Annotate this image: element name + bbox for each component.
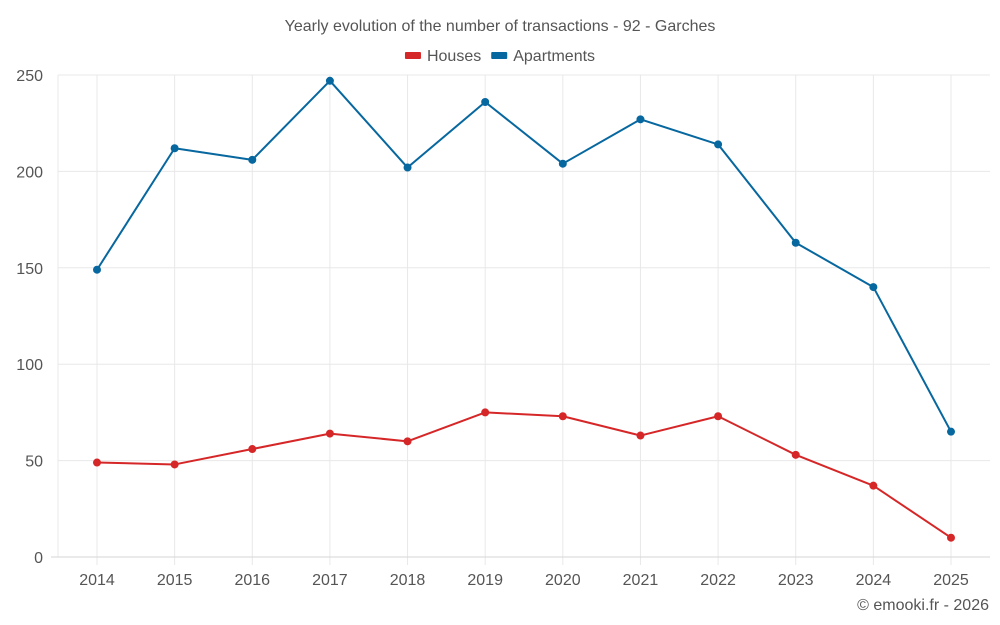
legend: Houses Apartments xyxy=(404,48,595,65)
y-tick-label: 150 xyxy=(16,261,43,278)
series-houses xyxy=(93,408,955,542)
y-tick-label: 0 xyxy=(34,550,43,567)
x-tick-label: 2014 xyxy=(79,572,115,589)
data-point-houses-2017[interactable] xyxy=(325,429,334,438)
data-point-apartments-2020[interactable] xyxy=(558,159,567,168)
y-tick-label: 100 xyxy=(16,357,43,374)
y-tick-label: 50 xyxy=(25,454,43,471)
data-point-apartments-2018[interactable] xyxy=(403,163,412,172)
legend-label: Apartments xyxy=(513,48,595,65)
legend-item-apartments[interactable]: Apartments xyxy=(491,48,595,65)
data-point-apartments-2023[interactable] xyxy=(791,238,800,247)
y-tick-label: 200 xyxy=(16,164,43,181)
legend-swatch-icon xyxy=(404,52,421,59)
data-point-houses-2025[interactable] xyxy=(947,533,955,542)
x-gridlines xyxy=(57,75,952,565)
series-line-houses xyxy=(96,411,952,539)
data-point-apartments-2015[interactable] xyxy=(170,144,179,153)
credit-text: © emooki.fr - 2026 xyxy=(857,597,989,614)
data-point-apartments-2025[interactable] xyxy=(947,427,955,436)
legend-item-houses[interactable]: Houses xyxy=(404,48,481,65)
data-point-houses-2021[interactable] xyxy=(636,431,645,440)
legend-label: Houses xyxy=(427,48,481,65)
data-point-houses-2023[interactable] xyxy=(791,450,800,459)
data-point-apartments-2024[interactable] xyxy=(869,283,878,292)
x-tick-label: 2017 xyxy=(312,572,348,589)
data-point-apartments-2022[interactable] xyxy=(714,140,723,149)
x-tick-label: 2021 xyxy=(623,572,659,589)
data-point-houses-2022[interactable] xyxy=(714,412,723,421)
x-tick-label: 2023 xyxy=(778,572,814,589)
x-tick-label: 2019 xyxy=(467,572,503,589)
chart-title: Yearly evolution of the number of transa… xyxy=(285,18,716,35)
y-tick-label: 250 xyxy=(16,68,43,85)
y-gridlines xyxy=(58,74,990,462)
y-axis-tick-labels: 0 50 100 150 200 250 xyxy=(16,68,43,567)
x-tick-label: 2025 xyxy=(933,572,969,589)
data-point-apartments-2021[interactable] xyxy=(636,115,645,124)
x-tick-label: 2020 xyxy=(545,572,581,589)
series-line-apartments xyxy=(96,79,952,433)
x-axis-tick-labels: 2014 2015 2016 2017 2018 2019 2020 2021 2022 2023… xyxy=(79,572,969,589)
data-point-houses-2014[interactable] xyxy=(93,458,101,467)
legend-swatch-icon xyxy=(491,52,508,59)
data-point-houses-2020[interactable] xyxy=(558,412,567,421)
x-tick-label: 2022 xyxy=(700,572,736,589)
data-point-houses-2016[interactable] xyxy=(248,445,257,454)
data-point-houses-2019[interactable] xyxy=(481,408,490,417)
data-point-houses-2018[interactable] xyxy=(403,437,412,446)
data-point-apartments-2016[interactable] xyxy=(248,155,257,164)
x-tick-label: 2015 xyxy=(157,572,193,589)
data-point-apartments-2019[interactable] xyxy=(481,97,490,106)
data-point-apartments-2017[interactable] xyxy=(325,76,334,85)
series-group xyxy=(93,76,955,542)
series-apartments xyxy=(93,76,955,436)
x-tick-label: 2024 xyxy=(856,572,892,589)
data-point-apartments-2014[interactable] xyxy=(93,265,101,274)
data-point-houses-2024[interactable] xyxy=(869,481,878,490)
x-tick-label: 2016 xyxy=(234,572,270,589)
data-point-houses-2015[interactable] xyxy=(170,460,179,469)
x-tick-label: 2018 xyxy=(390,572,426,589)
